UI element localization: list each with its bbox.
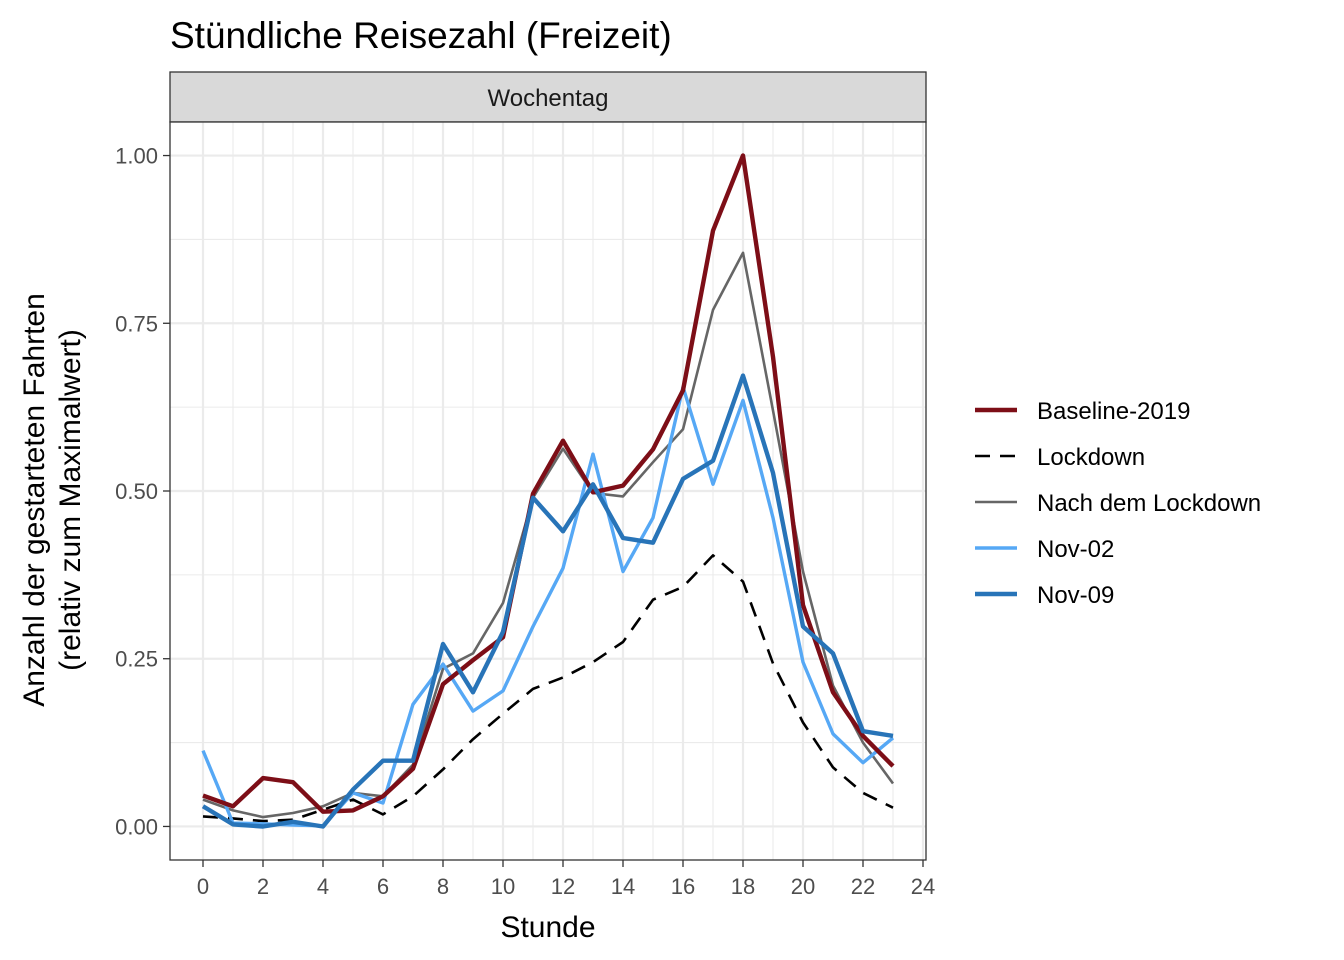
chart-title: Stündliche Reisezahl (Freizeit) [170, 15, 672, 56]
series-layer [201, 153, 895, 829]
x-tick-label: 8 [437, 874, 449, 899]
y-axis-title-line-1: Anzahl der gestarteten Fahrten [18, 293, 51, 707]
facet-strip [169, 71, 927, 123]
x-tick-label: 22 [851, 874, 875, 899]
y-tick-label: 1.00 [115, 144, 158, 169]
legend-label: Baseline-2019 [1037, 398, 1190, 425]
y-tick-label: 0.25 [115, 647, 158, 672]
x-tick-label: 4 [317, 874, 329, 899]
x-tick-label: 18 [731, 874, 755, 899]
x-tick-label: 10 [491, 874, 515, 899]
series-line-nov-09 [201, 373, 894, 829]
x-tick-label: 12 [551, 874, 575, 899]
legend: Baseline-2019 Lockdown Nach dem Lockdown No… [975, 398, 1261, 609]
y-tick-label: 0.50 [115, 479, 158, 504]
facet-label: Wochentag [488, 85, 609, 112]
y-axis-title-line-2: (relativ zum Maximalwert) [54, 329, 87, 671]
x-tick-label: 24 [911, 874, 935, 899]
grid-major [170, 122, 926, 860]
x-tick-label: 6 [377, 874, 389, 899]
x-tick-label: 20 [791, 874, 815, 899]
y-tick-label: 0.00 [115, 814, 158, 839]
x-axis: 0 2 4 6 8 10 12 14 16 18 20 22 24 [197, 860, 935, 899]
legend-label: Lockdown [1037, 444, 1145, 471]
x-tick-label: 2 [257, 874, 269, 899]
x-tick-label: 14 [611, 874, 635, 899]
legend-label: Nach dem Lockdown [1037, 490, 1261, 517]
y-axis: 0.00 0.25 0.50 0.75 1.00 [115, 144, 170, 839]
legend-label: Nov-09 [1037, 582, 1114, 609]
series-line-baseline-2019 [202, 153, 895, 814]
x-tick-label: 0 [197, 874, 209, 899]
legend-label: Nov-02 [1037, 536, 1114, 563]
x-axis-title: Stunde [500, 911, 595, 944]
series-line-lockdown [202, 554, 894, 823]
y-tick-label: 0.75 [115, 311, 158, 336]
x-tick-label: 16 [671, 874, 695, 899]
